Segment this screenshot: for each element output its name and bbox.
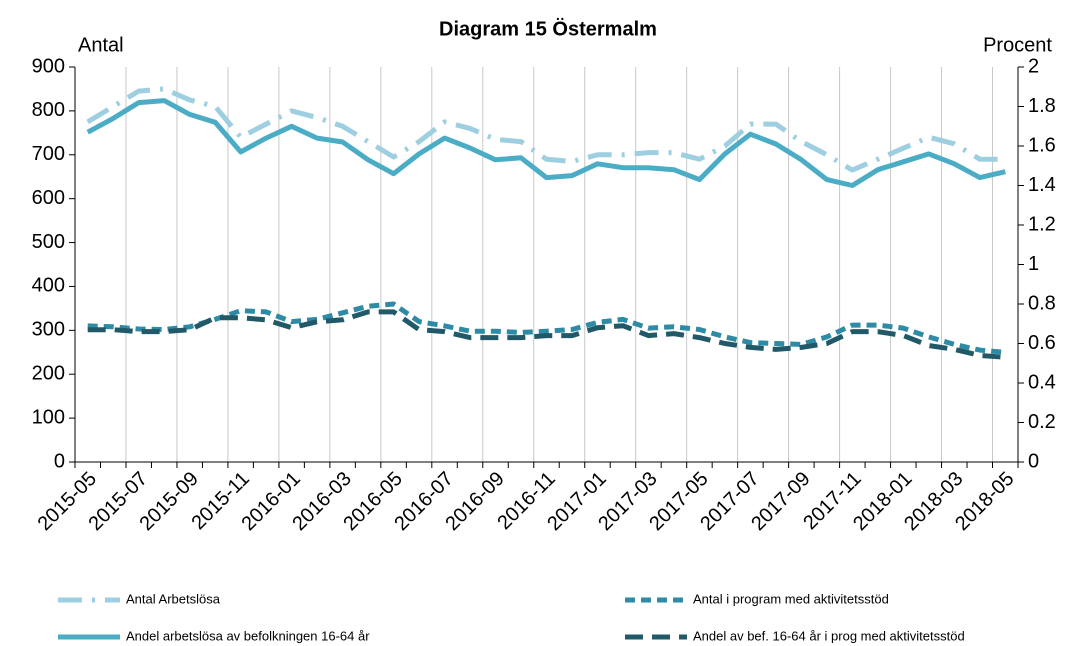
series-line [87, 301, 1006, 355]
series-line [86, 98, 1006, 188]
legend-label: Andel av bef. 16-64 år i prog med aktivi… [693, 628, 965, 643]
y2-tick-label: 1.4 [1028, 174, 1056, 196]
legend-label: Antal i program med aktivitetsstöd [693, 591, 889, 606]
y2-tick-label: 1.6 [1028, 134, 1056, 156]
y2-tick-label: 0.2 [1028, 411, 1056, 433]
y-tick-label: 300 [32, 319, 65, 341]
y-tick-label: 700 [32, 143, 65, 165]
y-tick-label: 0 [54, 450, 65, 472]
y-axis-label: Antal [78, 34, 124, 56]
y2-tick-label: 2 [1028, 55, 1039, 77]
y2-tick-label: 0.4 [1028, 371, 1056, 393]
y-tick-label: 200 [32, 363, 65, 385]
y2-tick-label: 1.8 [1028, 95, 1056, 117]
y2-tick-label: 0 [1028, 450, 1039, 472]
y-tick-label: 800 [32, 99, 65, 121]
y-tick-label: 500 [32, 231, 65, 253]
y2-tick-label: 0.8 [1028, 292, 1056, 314]
series-line [86, 86, 1006, 173]
y-tick-label: 400 [32, 275, 65, 297]
y-tick-label: 100 [32, 406, 65, 428]
series-line [87, 309, 1006, 360]
legend-label: Antal Arbetslösa [126, 591, 221, 606]
y-tick-label: 600 [32, 187, 65, 209]
y2-tick-label: 0.6 [1028, 332, 1056, 354]
chart-title: Diagram 15 Östermalm [439, 17, 657, 40]
y2-tick-label: 1 [1028, 253, 1039, 275]
y2-tick-label: 1.2 [1028, 213, 1056, 235]
y2-axis-label: Procent [983, 34, 1052, 56]
legend-label: Andel arbetslösa av befolkningen 16-64 å… [126, 628, 370, 643]
y-tick-label: 900 [32, 55, 65, 77]
